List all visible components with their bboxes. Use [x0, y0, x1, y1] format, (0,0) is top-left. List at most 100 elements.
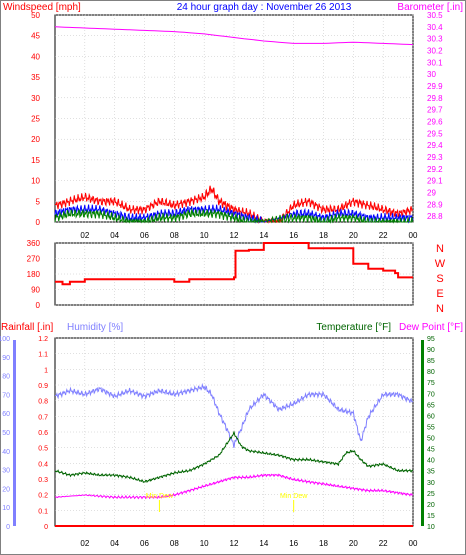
temp-x-tick-label: 02 — [80, 539, 89, 548]
chart-title: 24 hour graph day : November 26 2013 — [177, 2, 352, 13]
direction-tick-label: 180 — [27, 270, 41, 279]
compass-label-n-bottom: N — [436, 303, 444, 315]
temperature-tick-label: 30 — [427, 480, 435, 487]
temp-x-tick-label: 04 — [110, 539, 119, 548]
barometer-tick-label: 30.3 — [427, 35, 443, 44]
wind-x-tick-label: 06 — [140, 231, 149, 240]
compass-label-s: S — [436, 273, 443, 285]
rainfall-tick-label: 0.6 — [38, 430, 48, 437]
barometer-tick-label: 29.3 — [427, 153, 443, 162]
barometer-tick-label: 29.2 — [427, 165, 443, 174]
temperature-tick-label: 35 — [427, 469, 435, 476]
windgust-line — [54, 185, 414, 224]
windspeed-line — [54, 207, 414, 224]
temperature-axis-label: Temperature [°F] — [316, 322, 391, 333]
windspeed-tick-label: 30 — [31, 94, 40, 103]
temperature-tick-label: 50 — [427, 436, 435, 443]
min-dew-label: Min Dew — [146, 493, 174, 500]
wind-x-tick-label: 22 — [379, 231, 388, 240]
temperature-tick-label: 10 — [427, 524, 435, 531]
windspeed-tick-label: 10 — [31, 177, 40, 186]
humidity-tick-label: 70 — [2, 392, 10, 399]
humidity-tick-label: 80 — [2, 374, 10, 381]
barometer-tick-label: 30.2 — [427, 46, 443, 55]
temperature-tick-label: 70 — [427, 391, 435, 398]
compass-label-n-top: N — [436, 243, 444, 255]
temperature-tick-label: 75 — [427, 380, 435, 387]
temp-x-tick-label: 10 — [200, 539, 209, 548]
temperature-tick-label: 90 — [427, 347, 435, 354]
barometer-tick-label: 30.4 — [427, 23, 443, 32]
temp-x-tick-label: 08 — [170, 539, 179, 548]
humidity-tick-label: 10 — [2, 505, 10, 512]
wind-x-tick-label: 00 — [409, 231, 418, 240]
temperature-tick-label: 85 — [427, 358, 435, 365]
rainfall-tick-label: 1.1 — [38, 352, 48, 359]
humidity-tick-label: 20 — [2, 486, 10, 493]
windspeed-tick-label: 20 — [31, 135, 40, 144]
wind-x-tick-label: 10 — [200, 231, 209, 240]
temperature-tick-label: 60 — [427, 413, 435, 420]
rainfall-tick-label: 0.7 — [38, 414, 48, 421]
dewpoint-axis-label: Dew Point [°F] — [399, 322, 463, 333]
wind-direction-line — [55, 242, 413, 286]
rainfall-tick-label: 0.2 — [38, 493, 48, 500]
wind-x-tick-label: 20 — [349, 231, 358, 240]
compass-label-w: W — [435, 258, 446, 270]
humidity-tick-label: 0 — [6, 524, 10, 531]
windspeed-tick-label: 35 — [31, 73, 40, 82]
barometer-line — [54, 26, 414, 46]
temperature-tick-label: 45 — [427, 447, 435, 454]
rainfall-tick-label: 0.5 — [38, 446, 48, 453]
direction-tick-label: 270 — [27, 255, 41, 264]
windspeed-tick-label: 40 — [31, 52, 40, 61]
temp-x-tick-label: 00 — [409, 539, 418, 548]
dewpoint-line — [54, 473, 414, 500]
rainfall-tick-label: 0.3 — [38, 477, 48, 484]
barometer-tick-label: 29.6 — [427, 117, 443, 126]
temperature-tick-label: 55 — [427, 424, 435, 431]
temp-x-tick-label: 22 — [379, 539, 388, 548]
compass-label-e: E — [436, 288, 443, 300]
humidity-axis-bar — [13, 340, 16, 526]
wind-x-tick-label: 12 — [230, 231, 239, 240]
temperature-tick-label: 65 — [427, 402, 435, 409]
windspeed-tick-label: 50 — [31, 11, 40, 20]
temperature-tick-label: 95 — [427, 336, 435, 343]
temperature-line — [54, 430, 414, 484]
windspeed-tick-label: 25 — [31, 115, 40, 124]
wind-x-tick-label: 14 — [259, 231, 268, 240]
rainfall-tick-label: 1.2 — [38, 336, 48, 343]
temp-x-tick-label: 12 — [230, 539, 239, 548]
rainfall-tick-label: 0.8 — [38, 399, 48, 406]
humidity-tick-label: 90 — [2, 355, 10, 362]
humidity-tick-label: 60 — [2, 411, 10, 418]
humidity-line — [55, 382, 414, 448]
temp-x-tick-label: 06 — [140, 539, 149, 548]
windspeed-tick-label: 0 — [36, 218, 41, 227]
rainfall-tick-label: 0.1 — [38, 508, 48, 515]
windspeed-axis-label: Windspeed [mph] — [3, 2, 81, 13]
humidity-tick-label: 40 — [2, 449, 10, 456]
barometer-tick-label: 28.9 — [427, 200, 443, 209]
barometer-tick-label: 29.5 — [427, 129, 443, 138]
barometer-tick-label: 30.1 — [427, 58, 443, 67]
min-dew-label: Min Dew — [280, 493, 308, 500]
barometer-tick-label: 29 — [427, 188, 436, 197]
barometer-axis-label: Barometer [.in] — [397, 2, 463, 13]
direction-tick-label: 90 — [31, 286, 40, 295]
rainfall-tick-label: 1 — [44, 367, 48, 374]
barometer-tick-label: 29.4 — [427, 141, 443, 150]
wind-x-tick-label: 04 — [110, 231, 119, 240]
rainfall-tick-label: 0.4 — [38, 461, 48, 468]
windspeed-tick-label: 45 — [31, 32, 40, 41]
windspeed-tick-label: 5 — [36, 197, 41, 206]
barometer-tick-label: 29.1 — [427, 177, 443, 186]
barometer-tick-label: 28.8 — [427, 212, 443, 221]
temp-x-tick-label: 20 — [349, 539, 358, 548]
barometer-tick-label: 29.8 — [427, 94, 443, 103]
temperature-tick-label: 15 — [427, 513, 435, 520]
temperature-tick-label: 25 — [427, 491, 435, 498]
temperature-axis-bar — [421, 340, 424, 526]
